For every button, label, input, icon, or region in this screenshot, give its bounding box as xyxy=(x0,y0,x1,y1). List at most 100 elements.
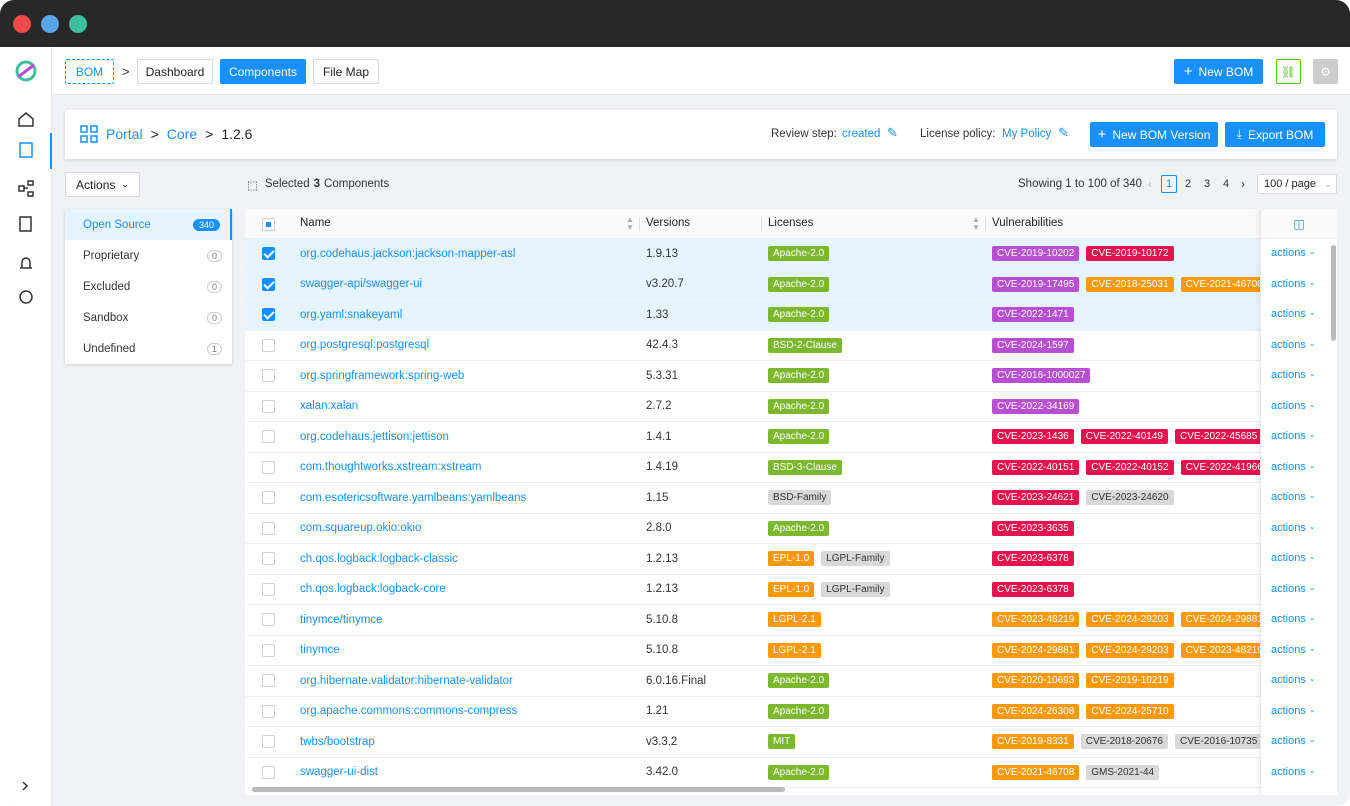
vulnerability-tag[interactable]: CVE-2018-25031 xyxy=(1086,277,1173,292)
row-actions[interactable]: actions⌄ xyxy=(1271,583,1316,595)
page-number[interactable]: 1 xyxy=(1161,175,1177,193)
row-checkbox[interactable] xyxy=(262,400,275,413)
vulnerability-tag[interactable]: CVE-2023-24621 xyxy=(992,490,1079,505)
vulnerability-tag[interactable]: GMS-2021-44 xyxy=(1086,765,1159,780)
row-checkbox[interactable] xyxy=(262,461,275,474)
settings-icon[interactable] xyxy=(20,291,32,303)
component-name[interactable]: ch.qos.logback:logback-core xyxy=(300,583,630,595)
column-header[interactable]: Vulnerabilities xyxy=(992,217,1063,229)
component-name[interactable]: org.apache.commons:commons-compress xyxy=(300,705,630,717)
column-header[interactable]: Licenses xyxy=(768,217,813,229)
tab[interactable]: File Map xyxy=(313,59,379,84)
row-checkbox[interactable] xyxy=(262,613,275,626)
component-name[interactable]: swagger-api/swagger-ui xyxy=(300,278,630,290)
vulnerability-tag[interactable]: CVE-2024-1597 xyxy=(992,338,1074,353)
new-version-button[interactable]: +New BOM Version xyxy=(1090,122,1218,147)
crumb[interactable]: Core xyxy=(167,126,197,142)
row-checkbox[interactable] xyxy=(262,247,275,260)
row-checkbox[interactable] xyxy=(262,583,275,596)
column-header[interactable]: Versions xyxy=(646,217,690,229)
vulnerability-tag[interactable]: CVE-2023-48219 xyxy=(1181,643,1260,658)
min-dot[interactable] xyxy=(41,15,59,33)
vulnerability-tag[interactable]: CVE-2019-10172 xyxy=(1086,246,1173,261)
row-checkbox[interactable] xyxy=(262,644,275,657)
component-name[interactable]: org.hibernate.validator:hibernate-valida… xyxy=(300,675,630,687)
category-item[interactable]: Sandbox0 xyxy=(65,302,232,333)
vulnerability-tag[interactable]: CVE-2016-10735 xyxy=(1175,734,1260,749)
row-actions[interactable]: actions⌄ xyxy=(1271,430,1316,442)
vulnerability-tag[interactable]: CVE-2023-1436 xyxy=(992,429,1074,444)
vulnerability-tag[interactable]: CVE-2022-40149 xyxy=(1081,429,1168,444)
row-checkbox[interactable] xyxy=(262,369,275,382)
crumb[interactable]: Portal xyxy=(106,126,143,142)
column-header[interactable]: Name xyxy=(300,217,331,229)
vulnerability-tag[interactable]: CVE-2022-1471 xyxy=(992,307,1074,322)
row-checkbox[interactable] xyxy=(262,766,275,779)
actions-dropdown[interactable]: Actions⌄ xyxy=(65,172,140,197)
component-name[interactable]: com.squareup.okio:okio xyxy=(300,522,630,534)
report-icon[interactable] xyxy=(20,217,31,231)
vulnerability-tag[interactable]: CVE-2023-48219 xyxy=(992,612,1079,627)
vulnerability-tag[interactable]: CVE-2024-25710 xyxy=(1086,704,1173,719)
select-all[interactable] xyxy=(262,218,275,231)
component-name[interactable]: ch.qos.logback:logback-classic xyxy=(300,553,630,565)
row-actions[interactable]: actions⌄ xyxy=(1271,491,1316,503)
max-dot[interactable] xyxy=(69,15,87,33)
component-name[interactable]: com.thoughtworks.xstream:xstream xyxy=(300,461,630,473)
row-actions[interactable]: actions⌄ xyxy=(1271,644,1316,656)
vulnerability-tag[interactable]: CVE-2016-1000027 xyxy=(992,368,1090,383)
row-actions[interactable]: actions⌄ xyxy=(1271,278,1316,290)
new-bom-button[interactable]: +New BOM xyxy=(1174,59,1263,84)
vulnerability-tag[interactable]: CVE-2023-6378 xyxy=(992,582,1074,597)
category-item[interactable]: Proprietary0 xyxy=(65,240,232,271)
review-value[interactable]: created xyxy=(842,128,880,140)
row-checkbox[interactable] xyxy=(262,674,275,687)
component-name[interactable]: xalan:xalan xyxy=(300,400,630,412)
link-button[interactable]: ⛓ xyxy=(1276,59,1301,84)
expand-icon[interactable] xyxy=(23,782,27,790)
alert-icon[interactable] xyxy=(20,258,32,268)
component-name[interactable]: tinymce xyxy=(300,644,630,656)
row-actions[interactable]: actions⌄ xyxy=(1271,674,1316,686)
home-icon[interactable] xyxy=(19,113,33,126)
vulnerability-tag[interactable]: CVE-2022-40152 xyxy=(1086,460,1173,475)
component-name[interactable]: org.postgresql:postgresql xyxy=(300,339,630,351)
tab[interactable]: Components xyxy=(220,59,306,84)
row-actions[interactable]: actions⌄ xyxy=(1271,247,1316,259)
row-checkbox[interactable] xyxy=(262,705,275,718)
edit-icon[interactable]: ✎ xyxy=(1058,125,1069,141)
settings-button[interactable]: ⚙ xyxy=(1313,59,1338,84)
component-name[interactable]: org.codehaus.jackson:jackson-mapper-asl xyxy=(300,248,630,260)
row-checkbox[interactable] xyxy=(262,522,275,535)
vulnerability-tag[interactable]: CVE-2024-29203 xyxy=(1086,643,1173,658)
page-number[interactable]: 4 xyxy=(1218,175,1234,193)
row-actions[interactable]: actions⌄ xyxy=(1271,369,1316,381)
vulnerability-tag[interactable]: CVE-2021-46708 xyxy=(1181,277,1260,292)
row-checkbox[interactable] xyxy=(262,735,275,748)
page-number[interactable]: 3 xyxy=(1199,175,1215,193)
row-actions[interactable]: actions⌄ xyxy=(1271,552,1316,564)
vulnerability-tag[interactable]: CVE-2024-29881 xyxy=(1181,612,1260,627)
row-checkbox[interactable] xyxy=(262,491,275,504)
horizontal-scrollbar[interactable] xyxy=(252,787,785,792)
vulnerability-tag[interactable]: CVE-2022-41966 xyxy=(1181,460,1260,475)
row-checkbox[interactable] xyxy=(262,339,275,352)
row-actions[interactable]: actions⌄ xyxy=(1271,339,1316,351)
row-checkbox[interactable] xyxy=(262,278,275,291)
vulnerability-tag[interactable]: CVE-2024-29881 xyxy=(992,643,1079,658)
page-size-select[interactable]: 100 / page⌄ xyxy=(1257,174,1337,194)
row-actions[interactable]: actions⌄ xyxy=(1271,308,1316,320)
vulnerability-tag[interactable]: CVE-2019-10202 xyxy=(992,246,1079,261)
category-item[interactable]: Open Source340 xyxy=(65,209,232,240)
component-name[interactable]: org.codehaus.jettison:jettison xyxy=(300,431,630,443)
vulnerability-tag[interactable]: CVE-2018-20676 xyxy=(1081,734,1168,749)
component-name[interactable]: tinymce/tinymce xyxy=(300,614,630,626)
export-button[interactable]: ⤓Export BOM xyxy=(1225,122,1325,147)
prev-page[interactable]: ‹ xyxy=(1148,177,1152,191)
row-actions[interactable]: actions⌄ xyxy=(1271,522,1316,534)
vulnerability-tag[interactable]: CVE-2024-29203 xyxy=(1086,612,1173,627)
vertical-scrollbar[interactable] xyxy=(1331,245,1336,341)
component-name[interactable]: org.springframework:spring-web xyxy=(300,370,630,382)
edit-icon[interactable]: ✎ xyxy=(887,125,898,141)
row-actions[interactable]: actions⌄ xyxy=(1271,461,1316,473)
